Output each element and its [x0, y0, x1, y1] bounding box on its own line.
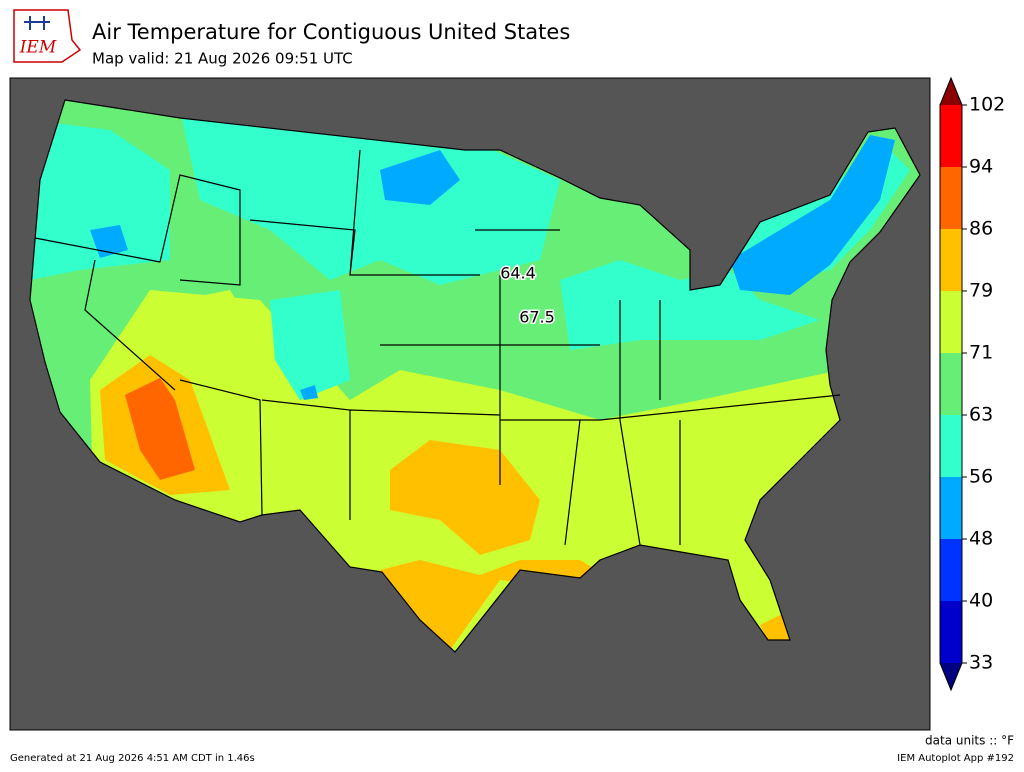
- colorbar-band: [940, 229, 962, 291]
- colorbar-tick-label: 86: [969, 218, 993, 240]
- colorbar-band: [940, 105, 962, 167]
- colorbar-under: [940, 663, 962, 690]
- logo: IEM: [13, 9, 82, 63]
- colorbar-tick-label: 63: [969, 404, 993, 426]
- colorbar-over: [940, 78, 962, 105]
- units: data units :: °F: [925, 734, 1014, 748]
- station-label: 67.5: [519, 308, 555, 327]
- colorbar-band: [940, 415, 962, 477]
- station-labels: 64.4 67.5: [499, 262, 557, 328]
- colorbar-tick-label: 40: [969, 590, 993, 612]
- colorbar-tick-label: 102: [969, 94, 1005, 116]
- generated-note: Generated at 21 Aug 2026 4:51 AM CDT in …: [10, 753, 255, 764]
- colorbar-tick-label: 56: [969, 466, 993, 488]
- colorbar-tick-label: 79: [969, 280, 993, 302]
- colorbar-tick-label: 33: [969, 652, 993, 674]
- colorbar-tick-label: 48: [969, 528, 993, 550]
- borders: [29, 99, 921, 653]
- logo-text: IEM: [19, 38, 57, 58]
- title: Air Temperature for Contiguous United St…: [92, 20, 570, 44]
- colorbar-band: [940, 601, 962, 663]
- colorbar-band: [940, 291, 962, 353]
- colorbar-tick-label: 71: [969, 342, 993, 364]
- colorbar-band: [940, 539, 962, 601]
- colorbar-band: [940, 353, 962, 415]
- colorbar-tick-label: 94: [969, 156, 993, 178]
- colorbar-band: [940, 477, 962, 539]
- app-label: IEM Autoplot App #192: [897, 753, 1014, 764]
- station-label: 64.4: [500, 264, 536, 283]
- subtitle: Map valid: 21 Aug 2026 09:51 UTC: [92, 50, 353, 68]
- colorbar: 33 40 48 56 63 71 79 86 94 102: [939, 76, 1005, 692]
- colorbar-band: [940, 167, 962, 229]
